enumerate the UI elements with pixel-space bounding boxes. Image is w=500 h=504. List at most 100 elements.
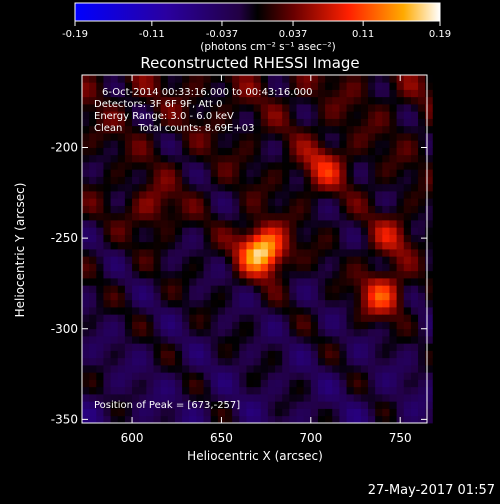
heatmap-cell bbox=[189, 89, 197, 98]
heatmap-cell bbox=[418, 198, 426, 206]
heatmap-cell bbox=[196, 212, 204, 221]
heatmap-cell bbox=[203, 162, 212, 170]
heatmap-cell bbox=[82, 125, 90, 134]
heatmap-cell bbox=[96, 183, 104, 192]
heatmap-cell bbox=[167, 278, 176, 286]
heatmap-cell bbox=[210, 292, 219, 301]
heatmap-cell bbox=[310, 169, 319, 177]
heatmap-cell bbox=[96, 299, 104, 308]
heatmap-cell bbox=[353, 147, 362, 156]
heatmap-cell bbox=[89, 118, 97, 127]
heatmap-cell bbox=[260, 336, 269, 344]
heatmap-cell bbox=[339, 357, 347, 366]
heatmap-cell bbox=[132, 220, 140, 228]
heatmap-cell bbox=[325, 118, 333, 127]
heatmap-cell bbox=[267, 415, 276, 424]
heatmap-cell bbox=[203, 299, 212, 308]
heatmap-cell bbox=[153, 379, 162, 388]
heatmap-cell bbox=[110, 89, 119, 98]
heatmap-cell bbox=[296, 357, 305, 366]
heatmap-cell bbox=[296, 415, 305, 424]
heatmap-cell bbox=[239, 270, 247, 279]
heatmap-cell bbox=[160, 104, 169, 112]
heatmap-cell bbox=[253, 118, 262, 127]
heatmap-cell bbox=[132, 372, 140, 380]
heatmap-cell bbox=[346, 111, 355, 119]
heatmap-cell bbox=[210, 234, 219, 243]
heatmap-cell bbox=[410, 241, 419, 250]
heatmap-cell bbox=[117, 183, 126, 192]
heatmap-cell bbox=[196, 299, 204, 308]
heatmap-cell bbox=[403, 162, 412, 170]
heatmap-cell bbox=[389, 270, 398, 279]
heatmap-cell bbox=[167, 307, 176, 315]
heatmap-cell bbox=[146, 270, 154, 279]
heatmap-cell bbox=[210, 328, 219, 337]
heatmap-cell bbox=[139, 314, 147, 322]
heatmap-cell bbox=[282, 140, 290, 148]
heatmap-cell bbox=[246, 285, 255, 293]
heatmap-cell bbox=[296, 365, 305, 373]
heatmap-cell bbox=[89, 104, 97, 112]
heatmap-cell bbox=[339, 350, 347, 359]
heatmap-cell bbox=[239, 198, 247, 206]
heatmap-cell bbox=[196, 96, 204, 105]
heatmap-cell bbox=[325, 147, 333, 156]
heatmap-cell bbox=[382, 96, 390, 105]
heatmap-cell bbox=[189, 292, 197, 301]
heatmap-cell bbox=[303, 263, 312, 272]
heatmap-cell bbox=[167, 343, 176, 351]
x-tick-label: 650 bbox=[210, 431, 233, 445]
heatmap-cell bbox=[196, 162, 204, 170]
heatmap-cell bbox=[117, 227, 126, 235]
heatmap-cell bbox=[124, 220, 133, 228]
heatmap-cell bbox=[139, 140, 147, 148]
heatmap-cell bbox=[146, 336, 154, 344]
heatmap-cell bbox=[260, 227, 269, 235]
heatmap-cell bbox=[253, 191, 262, 199]
heatmap-cell bbox=[203, 176, 212, 185]
heatmap-cell bbox=[96, 394, 104, 402]
heatmap-cell bbox=[124, 133, 133, 141]
heatmap-cell bbox=[389, 183, 398, 192]
heatmap-cell bbox=[196, 357, 204, 366]
heatmap-cell bbox=[225, 140, 233, 148]
heatmap-cell bbox=[425, 365, 433, 373]
heatmap-cell bbox=[396, 394, 405, 402]
heatmap-cell bbox=[153, 198, 162, 206]
heatmap-cell bbox=[203, 350, 212, 359]
heatmap-cell bbox=[289, 104, 297, 112]
heatmap-cell bbox=[246, 394, 255, 402]
heatmap-cell bbox=[353, 314, 362, 322]
heatmap-cell bbox=[289, 227, 297, 235]
heatmap-cell bbox=[253, 386, 262, 395]
annotation-detectors: Detectors: 3F 6F 9F, Att 0 bbox=[94, 99, 222, 110]
heatmap-cell bbox=[203, 154, 212, 163]
heatmap-cell bbox=[160, 379, 169, 388]
heatmap-cell bbox=[275, 285, 283, 293]
heatmap-cell bbox=[189, 372, 197, 380]
heatmap-cell bbox=[375, 191, 383, 199]
heatmap-cell bbox=[153, 191, 162, 199]
heatmap-cell bbox=[425, 234, 433, 243]
heatmap-cell bbox=[110, 328, 119, 337]
heatmap-cell bbox=[210, 336, 219, 344]
heatmap-cell bbox=[360, 169, 369, 177]
heatmap-cell bbox=[360, 234, 369, 243]
heatmap-cell bbox=[403, 321, 412, 330]
heatmap-cell bbox=[267, 169, 276, 177]
heatmap-cell bbox=[117, 278, 126, 286]
heatmap-cell bbox=[210, 357, 219, 366]
heatmap-cell bbox=[332, 365, 340, 373]
heatmap-cell bbox=[203, 111, 212, 119]
heatmap-cell bbox=[160, 365, 169, 373]
heatmap-cell bbox=[403, 169, 412, 177]
heatmap-cell bbox=[317, 241, 326, 250]
heatmap-cell bbox=[103, 162, 111, 170]
heatmap-cell bbox=[124, 386, 133, 395]
heatmap-cell bbox=[96, 205, 104, 214]
heatmap-cell bbox=[189, 75, 197, 83]
heatmap-cell bbox=[403, 140, 412, 148]
heatmap-cell bbox=[396, 343, 405, 351]
heatmap-cell bbox=[96, 386, 104, 395]
